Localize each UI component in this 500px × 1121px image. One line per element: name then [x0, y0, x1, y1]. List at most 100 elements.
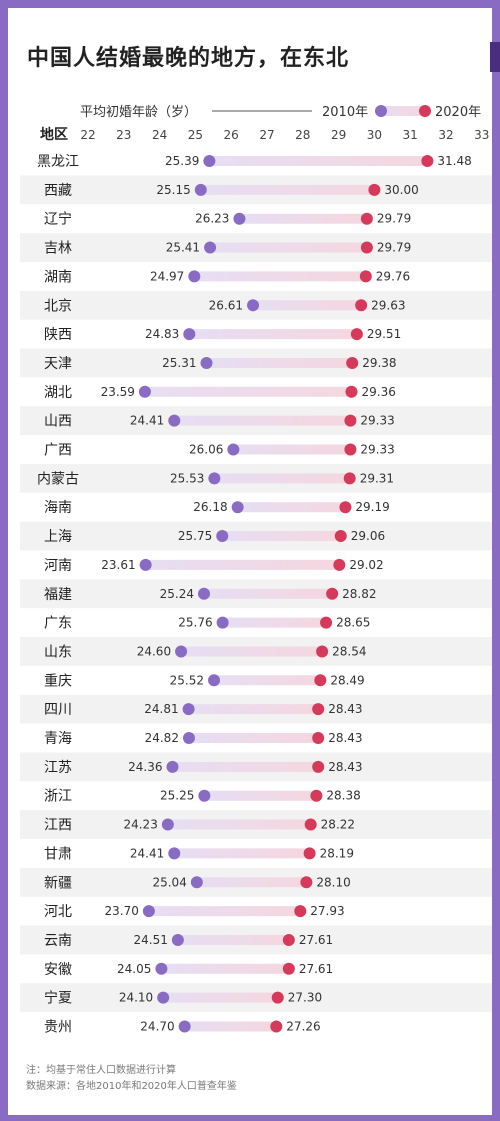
region-label: 山西: [44, 414, 72, 430]
region-label: 福建: [44, 587, 72, 603]
x-tick-label: 27: [259, 128, 274, 142]
label-2020: 29.06: [351, 529, 385, 543]
dumbbell-row: 北京 26.61 29.63: [44, 298, 406, 314]
footnotes: 注：均基于常住人口数据进行计算 数据来源：各地2010年和2020年人口普查年鉴: [26, 1063, 237, 1095]
point-2020: [303, 847, 316, 860]
point-2010: [171, 933, 184, 946]
label-2020: 28.54: [332, 644, 366, 658]
point-2020: [334, 530, 347, 543]
label-2010: 24.81: [144, 702, 178, 716]
legend-label-2020: 2020年: [435, 105, 481, 120]
region-label: 湖南: [44, 269, 72, 285]
region-label: 河北: [44, 904, 72, 920]
range-bar: [163, 992, 278, 1003]
label-2010: 25.24: [160, 587, 194, 601]
point-2010: [168, 847, 181, 860]
dumbbell-row: 西藏 25.15 30.00: [44, 183, 419, 199]
label-2010: 23.70: [105, 904, 139, 918]
region-label: 河南: [44, 558, 72, 574]
dumbbell-row: 辽宁 26.23 29.79: [44, 211, 411, 228]
x-tick-label: 33: [474, 128, 489, 142]
region-label: 安徽: [44, 962, 72, 978]
point-2020: [339, 501, 352, 514]
axis-title: 平均初婚年龄（岁）: [80, 105, 197, 120]
point-2010: [157, 991, 170, 1004]
label-2010: 25.75: [178, 529, 212, 543]
label-2020: 29.79: [377, 241, 411, 255]
range-bar: [203, 588, 333, 599]
point-2010: [203, 155, 216, 167]
region-label: 北京: [44, 298, 72, 314]
range-bar: [233, 444, 351, 455]
dumbbell-row: 贵州 24.70 27.26: [44, 1020, 321, 1036]
x-tick-label: 23: [116, 128, 131, 142]
point-2020: [343, 472, 356, 485]
label-2020: 31.48: [437, 154, 471, 168]
label-2010: 24.36: [128, 760, 162, 774]
label-2010: 24.83: [145, 327, 179, 341]
range-bar: [148, 906, 301, 917]
point-2020: [312, 760, 325, 773]
point-2020: [320, 616, 333, 629]
dumbbell-row: 宁夏 24.10 27.30: [44, 990, 322, 1007]
label-2010: 24.60: [137, 644, 171, 658]
legend-label-2010: 2010年: [322, 105, 368, 120]
range-bar: [188, 733, 319, 743]
point-2010: [183, 328, 196, 341]
label-2020: 27.61: [299, 933, 333, 947]
point-2020: [333, 558, 346, 571]
dumbbell-row: 黑龙江 25.39 31.48: [37, 154, 472, 170]
range-bar: [214, 675, 321, 686]
x-tick-label: 31: [403, 128, 418, 142]
region-label: 湖北: [44, 385, 72, 401]
label-2020: 28.65: [336, 616, 370, 630]
dumbbell-row: 吉林 25.41 29.79: [44, 241, 411, 257]
dumbbell-row: 河北 23.70 27.93: [44, 904, 345, 920]
dumbbell-row: 内蒙古 25.53 29.31: [37, 471, 394, 487]
point-2020: [368, 183, 381, 196]
point-2010: [166, 760, 179, 773]
point-2010: [194, 183, 207, 196]
range-bar: [167, 819, 311, 830]
point-2010: [190, 876, 203, 889]
point-2010: [197, 587, 210, 600]
point-2010: [231, 501, 244, 514]
point-2020: [350, 328, 363, 341]
label-2010: 26.18: [193, 500, 227, 514]
point-2010: [178, 1020, 191, 1033]
range-bar: [161, 963, 289, 974]
dumbbell-row: 江苏 24.36 28.43: [44, 760, 363, 776]
region-label: 吉林: [44, 241, 72, 257]
label-2020: 27.93: [310, 904, 344, 918]
region-label: 陕西: [44, 327, 72, 343]
dumbbell-row: 重庆 25.52 28.49: [44, 673, 365, 689]
label-2010: 24.05: [117, 962, 151, 976]
dumbbell-row: 四川 24.81 28.43: [44, 702, 363, 718]
region-label: 黑龙江: [37, 154, 79, 170]
range-bar: [209, 156, 428, 166]
point-2010: [208, 472, 221, 485]
region-label: 西藏: [44, 183, 72, 199]
point-2010: [204, 241, 217, 254]
label-2020: 29.36: [361, 385, 395, 399]
range-bar: [184, 1021, 277, 1032]
point-2020: [312, 703, 325, 716]
region-label: 广西: [44, 443, 72, 459]
point-2020: [304, 818, 317, 831]
point-2010: [200, 356, 213, 369]
point-2010: [216, 530, 229, 543]
point-2020: [316, 645, 329, 658]
dumbbell-row: 天津 25.31 29.38: [44, 356, 397, 372]
label-2020: 29.79: [377, 212, 411, 226]
dumbbell-row: 青海 24.82 28.43: [44, 731, 363, 747]
label-2020: 28.19: [320, 846, 354, 860]
region-label: 贵州: [44, 1020, 72, 1036]
range-bar: [189, 329, 357, 340]
label-2010: 25.25: [160, 789, 194, 803]
dumbbell-row: 河南 23.61 29.02: [44, 558, 384, 574]
region-label: 云南: [44, 933, 72, 949]
label-2010: 24.70: [140, 1020, 174, 1034]
range-bar: [194, 271, 366, 282]
label-2020: 27.30: [288, 991, 322, 1005]
range-bar: [196, 877, 307, 888]
